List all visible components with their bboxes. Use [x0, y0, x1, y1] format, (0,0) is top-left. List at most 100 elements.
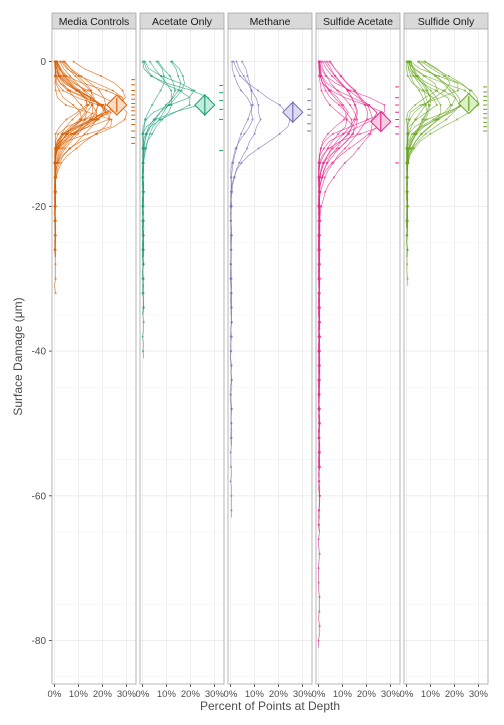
- profile-lines: [53, 60, 128, 295]
- profile-point: [322, 161, 325, 164]
- profile-point: [324, 190, 327, 193]
- profile-point: [344, 147, 347, 150]
- profile-point: [253, 132, 256, 135]
- profile-point: [111, 89, 114, 92]
- profile-point: [66, 89, 69, 92]
- profile-point: [346, 132, 349, 135]
- profile-point: [235, 60, 238, 63]
- panel-background: [52, 29, 136, 684]
- profile-point: [348, 147, 351, 150]
- profile-point: [143, 118, 146, 121]
- profile-point: [240, 132, 243, 135]
- x-tick-label: 0%: [400, 689, 414, 700]
- profile-point: [328, 103, 331, 107]
- depth-profile-line: [406, 61, 471, 163]
- profile-point: [318, 422, 321, 425]
- profile-point: [414, 103, 417, 107]
- profile-point: [318, 219, 321, 222]
- profile-point: [94, 118, 97, 121]
- profile-point: [442, 89, 445, 92]
- profile-point: [123, 118, 126, 121]
- profile-point: [90, 103, 93, 107]
- profile-point: [328, 60, 331, 63]
- x-tick-label: 10%: [245, 689, 265, 700]
- profile-point: [405, 118, 408, 121]
- profile-point: [95, 132, 99, 135]
- profile-point: [422, 89, 425, 92]
- profile-point: [405, 205, 408, 208]
- profile-point: [337, 147, 340, 150]
- profile-point: [447, 74, 450, 78]
- depth-profile-line: [406, 61, 461, 258]
- y-tick-label: -20: [32, 202, 47, 213]
- profile-point: [405, 176, 408, 179]
- profile-point: [84, 89, 87, 92]
- profile-point: [342, 118, 346, 121]
- profile-point: [98, 89, 101, 92]
- profile-point: [259, 118, 262, 121]
- profile-point: [411, 132, 414, 135]
- profile-point: [154, 118, 157, 121]
- profile-point: [229, 480, 232, 483]
- profile-point: [55, 74, 58, 78]
- profile-point: [406, 234, 409, 237]
- profile-point: [76, 89, 79, 92]
- profile-point: [349, 89, 352, 92]
- profile-point: [353, 89, 356, 92]
- profile-point: [230, 378, 233, 382]
- profile-point: [53, 60, 57, 63]
- y-tick-label: -60: [32, 491, 47, 502]
- profile-point: [230, 248, 233, 251]
- profile-point: [240, 161, 243, 164]
- profile-point: [86, 89, 89, 92]
- profile-point: [54, 234, 57, 237]
- x-axis-title: Percent of Points at Depth: [200, 699, 340, 713]
- facet-panel: Methane 0% 10% 20% 30%: [224, 12, 312, 700]
- profile-lines: [229, 60, 292, 518]
- profile-point: [162, 74, 165, 78]
- profile-point: [242, 74, 245, 78]
- profile-point: [444, 74, 447, 78]
- profile-point: [230, 234, 233, 237]
- profile-point: [86, 132, 89, 135]
- profile-point: [233, 74, 236, 78]
- profile-point: [257, 147, 260, 150]
- profile-point: [229, 465, 233, 468]
- profile-point: [357, 147, 360, 150]
- profile-point: [73, 132, 76, 135]
- profile-point: [330, 147, 333, 150]
- facet-strip-label: Media Controls: [59, 16, 130, 28]
- depth-profile-line: [406, 61, 430, 229]
- profile-point: [107, 118, 110, 121]
- profile-point: [142, 132, 145, 135]
- profile-point: [326, 132, 329, 135]
- profile-point: [230, 176, 233, 179]
- panel-background: [316, 29, 400, 684]
- profile-point: [449, 103, 452, 107]
- profile-point: [343, 161, 346, 164]
- profile-point: [60, 161, 63, 164]
- profile-point: [104, 103, 107, 107]
- profile-point: [53, 161, 56, 164]
- depth-profile-line: [54, 61, 87, 171]
- depth-profile-line: [407, 61, 442, 163]
- profile-point: [412, 74, 415, 78]
- profile-point: [346, 89, 349, 92]
- x-tick-label: 20%: [357, 689, 377, 700]
- profile-point: [61, 60, 64, 63]
- profile-point: [230, 509, 233, 512]
- profile-point: [468, 89, 472, 92]
- profile-point: [239, 74, 242, 78]
- profile-point: [159, 118, 162, 121]
- profile-point: [229, 393, 232, 396]
- profile-point: [419, 103, 422, 107]
- profile-point: [320, 176, 324, 179]
- profile-point: [331, 147, 335, 150]
- profile-point: [229, 277, 232, 280]
- profile-point: [420, 60, 423, 63]
- profile-point: [159, 89, 162, 92]
- profile-point: [317, 393, 320, 396]
- profile-point: [102, 103, 105, 107]
- profile-point: [318, 306, 321, 309]
- profile-point: [148, 60, 152, 63]
